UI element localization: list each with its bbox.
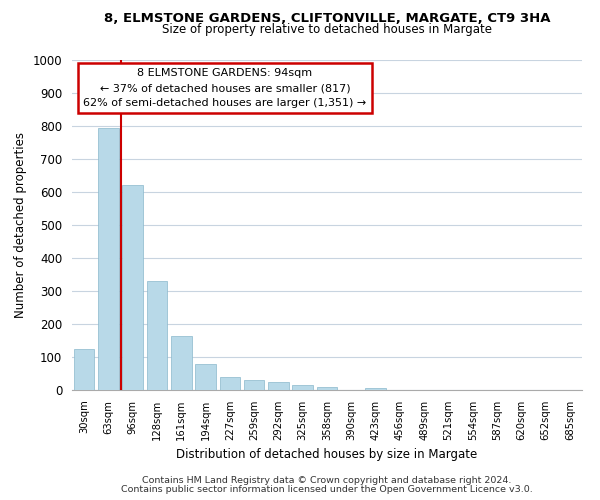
Bar <box>268 382 289 390</box>
Bar <box>195 364 216 390</box>
Text: Contains public sector information licensed under the Open Government Licence v3: Contains public sector information licen… <box>121 485 533 494</box>
Bar <box>292 385 313 390</box>
Text: 8, ELMSTONE GARDENS, CLIFTONVILLE, MARGATE, CT9 3HA: 8, ELMSTONE GARDENS, CLIFTONVILLE, MARGA… <box>104 12 550 26</box>
Bar <box>244 380 265 390</box>
Bar <box>171 336 191 390</box>
Bar <box>98 128 119 390</box>
Text: Size of property relative to detached houses in Margate: Size of property relative to detached ho… <box>162 22 492 36</box>
Bar <box>146 281 167 390</box>
Bar <box>74 349 94 390</box>
Bar <box>365 388 386 390</box>
Bar <box>220 377 240 390</box>
Text: 8 ELMSTONE GARDENS: 94sqm
← 37% of detached houses are smaller (817)
62% of semi: 8 ELMSTONE GARDENS: 94sqm ← 37% of detac… <box>83 68 367 108</box>
Text: Contains HM Land Registry data © Crown copyright and database right 2024.: Contains HM Land Registry data © Crown c… <box>142 476 512 485</box>
Bar <box>122 186 143 390</box>
X-axis label: Distribution of detached houses by size in Margate: Distribution of detached houses by size … <box>176 448 478 462</box>
Y-axis label: Number of detached properties: Number of detached properties <box>14 132 27 318</box>
Bar <box>317 386 337 390</box>
